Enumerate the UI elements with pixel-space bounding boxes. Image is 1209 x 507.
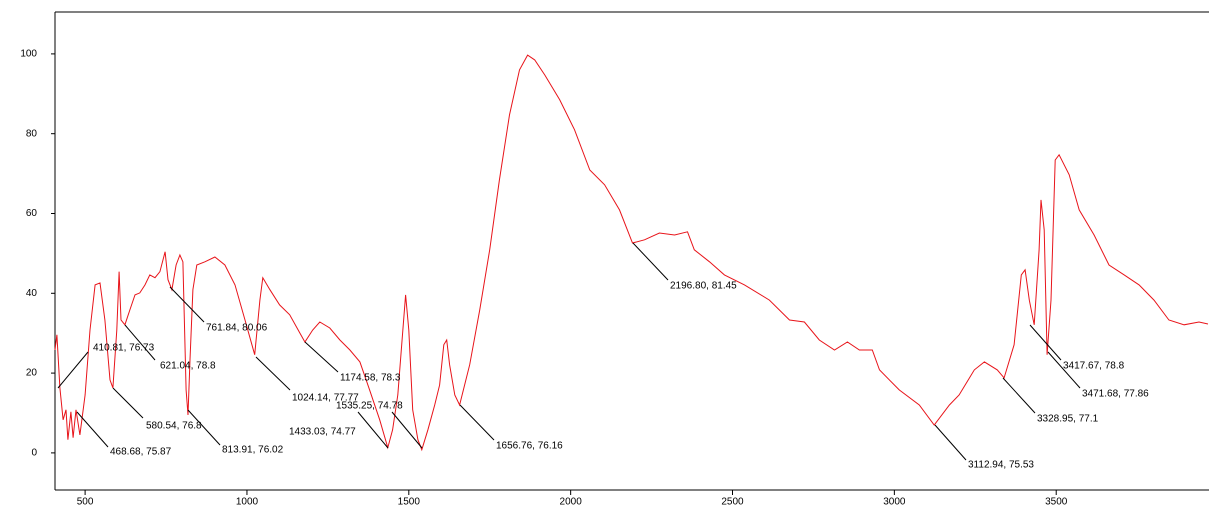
annotation-pointer: [255, 356, 291, 391]
annotation-pointer: [76, 411, 109, 448]
x-tick-label: 2500: [721, 497, 744, 507]
annotation: 621.04, 78.8: [160, 361, 216, 372]
annotation: 1174.58, 78.3: [340, 373, 401, 384]
annotation-pointer: [304, 341, 339, 373]
y-tick-label: 80: [26, 128, 38, 139]
y-tick-label: 0: [31, 448, 37, 459]
annotation: 3471.68, 77.86: [1082, 389, 1149, 400]
x-tick-label: 500: [77, 497, 94, 507]
annotation-pointer: [391, 411, 423, 449]
spectrum-line: [54, 54, 1209, 452]
annotation-pointer: [357, 411, 389, 449]
x-tick-label: 3500: [1045, 497, 1068, 507]
annotation: 1433.03, 74.77: [289, 427, 356, 438]
annotation: 1024.14, 77.77: [292, 393, 359, 404]
annotation: 3417.67, 78.8: [1063, 361, 1125, 372]
annotation-pointer: [1047, 351, 1081, 389]
annotation-pointer: [632, 242, 669, 281]
annotation: 1656.76, 76.16: [496, 441, 563, 452]
y-tick-label: 100: [20, 49, 37, 60]
y-tick-label: 40: [26, 288, 38, 299]
annotation-pointer: [1002, 377, 1036, 414]
annotation-pointer: [459, 404, 495, 441]
x-tick-label: 2000: [560, 497, 583, 507]
annotation-pointer: [1029, 324, 1062, 361]
annotation: 468.68, 75.87: [110, 447, 172, 458]
annotation: 1535.25, 74.78: [336, 401, 403, 412]
annotation: 3328.95, 77.1: [1037, 414, 1099, 425]
y-tick-label: 60: [26, 208, 38, 219]
y-tick-label: 20: [26, 368, 38, 379]
annotation: 580.54, 76.8: [146, 421, 202, 432]
annotation-pointer: [934, 424, 967, 461]
annotation-pointer: [124, 324, 156, 361]
annotation: 2196.80, 81.45: [670, 281, 737, 292]
annotation-pointer: [57, 351, 89, 389]
annotation: 3112.94, 75.53: [968, 460, 1034, 471]
x-tick-label: 3000: [883, 497, 906, 507]
x-tick-label: 1000: [236, 497, 259, 507]
x-tick-label: 1500: [398, 497, 421, 507]
annotation-pointer: [169, 286, 205, 323]
annotation: 410.81, 76.73: [93, 343, 155, 354]
annotation: 761.84, 80.06: [206, 323, 268, 334]
annotation-pointer: [112, 387, 144, 419]
annotation-pointer: [187, 409, 221, 446]
annotation: 813.91, 76.02: [222, 445, 284, 456]
